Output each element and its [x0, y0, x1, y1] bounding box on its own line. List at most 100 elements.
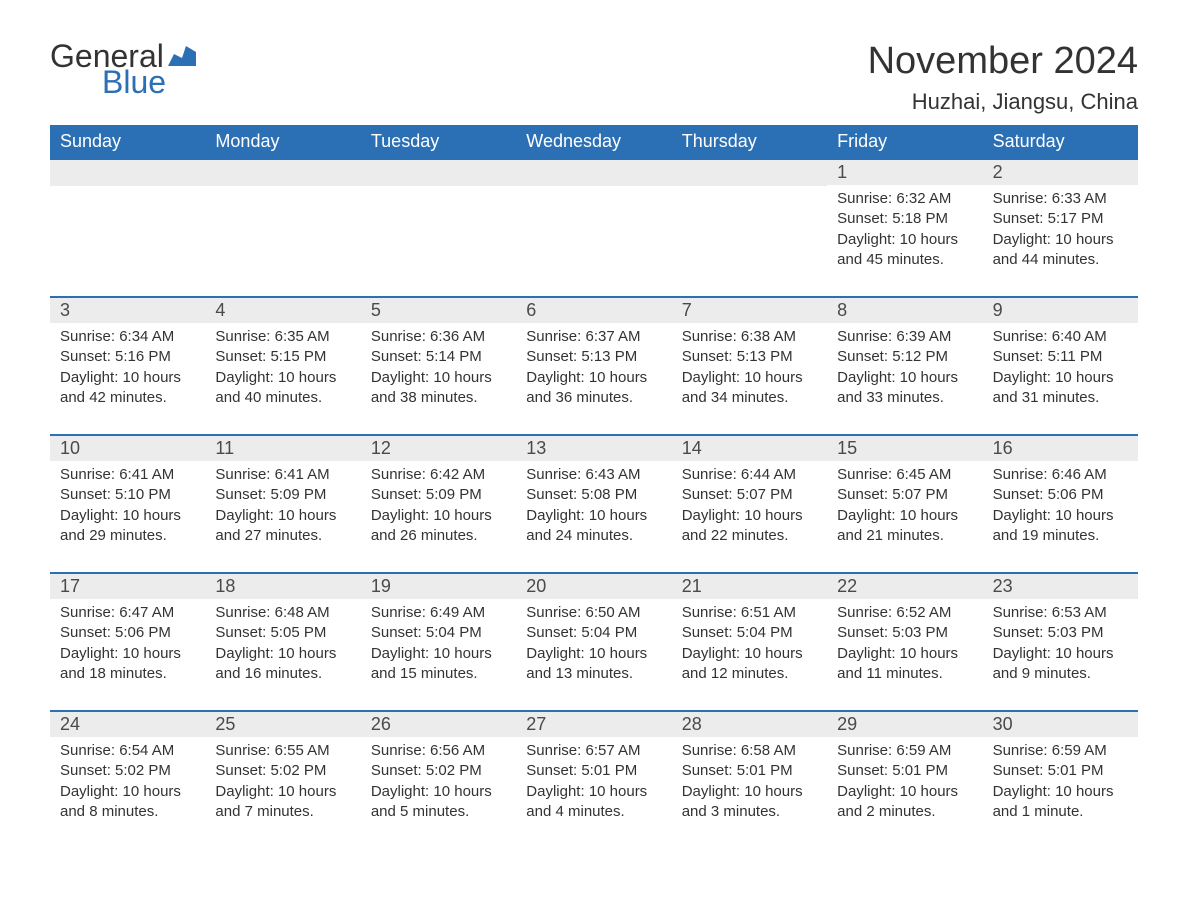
day-number: 24 — [50, 712, 205, 737]
calendar-cell: 10Sunrise: 6:41 AMSunset: 5:10 PMDayligh… — [50, 436, 205, 554]
calendar-cell: 8Sunrise: 6:39 AMSunset: 5:12 PMDaylight… — [827, 298, 982, 416]
calendar-cell: 29Sunrise: 6:59 AMSunset: 5:01 PMDayligh… — [827, 712, 982, 830]
sunrise-line: Sunrise: 6:42 AM — [371, 465, 506, 485]
daylight-line: Daylight: 10 hours and 34 minutes. — [682, 368, 817, 409]
calendar-cell — [50, 160, 205, 278]
calendar-cell: 14Sunrise: 6:44 AMSunset: 5:07 PMDayligh… — [672, 436, 827, 554]
calendar-cell: 13Sunrise: 6:43 AMSunset: 5:08 PMDayligh… — [516, 436, 671, 554]
calendar-cell — [361, 160, 516, 278]
day-number: 23 — [983, 574, 1138, 599]
day-number: 9 — [983, 298, 1138, 323]
sunrise-line: Sunrise: 6:57 AM — [526, 741, 661, 761]
sunrise-line: Sunrise: 6:45 AM — [837, 465, 972, 485]
sunset-line: Sunset: 5:01 PM — [682, 761, 817, 781]
day-details: Sunrise: 6:49 AMSunset: 5:04 PMDaylight:… — [361, 599, 516, 688]
flag-icon — [168, 46, 196, 66]
month-title: November 2024 — [868, 40, 1138, 83]
calendar-cell: 6Sunrise: 6:37 AMSunset: 5:13 PMDaylight… — [516, 298, 671, 416]
day-details: Sunrise: 6:39 AMSunset: 5:12 PMDaylight:… — [827, 323, 982, 412]
sunrise-line: Sunrise: 6:47 AM — [60, 603, 195, 623]
sunset-line: Sunset: 5:06 PM — [60, 623, 195, 643]
day-number: 30 — [983, 712, 1138, 737]
calendar-cell: 30Sunrise: 6:59 AMSunset: 5:01 PMDayligh… — [983, 712, 1138, 830]
day-details: Sunrise: 6:59 AMSunset: 5:01 PMDaylight:… — [827, 737, 982, 826]
sunrise-line: Sunrise: 6:59 AM — [993, 741, 1128, 761]
day-number: 21 — [672, 574, 827, 599]
sunrise-line: Sunrise: 6:51 AM — [682, 603, 817, 623]
day-details: Sunrise: 6:58 AMSunset: 5:01 PMDaylight:… — [672, 737, 827, 826]
calendar-week: 3Sunrise: 6:34 AMSunset: 5:16 PMDaylight… — [50, 296, 1138, 416]
day-details: Sunrise: 6:41 AMSunset: 5:10 PMDaylight:… — [50, 461, 205, 550]
day-details: Sunrise: 6:56 AMSunset: 5:02 PMDaylight:… — [361, 737, 516, 826]
sunrise-line: Sunrise: 6:35 AM — [215, 327, 350, 347]
day-details: Sunrise: 6:59 AMSunset: 5:01 PMDaylight:… — [983, 737, 1138, 826]
sunset-line: Sunset: 5:14 PM — [371, 347, 506, 367]
day-number: 2 — [983, 160, 1138, 185]
daylight-line: Daylight: 10 hours and 40 minutes. — [215, 368, 350, 409]
calendar-cell — [672, 160, 827, 278]
calendar-cell — [205, 160, 360, 278]
day-details: Sunrise: 6:38 AMSunset: 5:13 PMDaylight:… — [672, 323, 827, 412]
calendar-cell: 15Sunrise: 6:45 AMSunset: 5:07 PMDayligh… — [827, 436, 982, 554]
daylight-line: Daylight: 10 hours and 31 minutes. — [993, 368, 1128, 409]
calendar-week: 24Sunrise: 6:54 AMSunset: 5:02 PMDayligh… — [50, 710, 1138, 830]
calendar-cell: 2Sunrise: 6:33 AMSunset: 5:17 PMDaylight… — [983, 160, 1138, 278]
sunrise-line: Sunrise: 6:52 AM — [837, 603, 972, 623]
weekday-header-row: SundayMondayTuesdayWednesdayThursdayFrid… — [50, 125, 1138, 158]
day-number: 27 — [516, 712, 671, 737]
sunset-line: Sunset: 5:17 PM — [993, 209, 1128, 229]
day-number: 16 — [983, 436, 1138, 461]
calendar-week: 1Sunrise: 6:32 AMSunset: 5:18 PMDaylight… — [50, 158, 1138, 278]
sunrise-line: Sunrise: 6:39 AM — [837, 327, 972, 347]
calendar-cell: 20Sunrise: 6:50 AMSunset: 5:04 PMDayligh… — [516, 574, 671, 692]
calendar-cell: 9Sunrise: 6:40 AMSunset: 5:11 PMDaylight… — [983, 298, 1138, 416]
day-number: 5 — [361, 298, 516, 323]
daylight-line: Daylight: 10 hours and 36 minutes. — [526, 368, 661, 409]
calendar-cell: 27Sunrise: 6:57 AMSunset: 5:01 PMDayligh… — [516, 712, 671, 830]
sunrise-line: Sunrise: 6:36 AM — [371, 327, 506, 347]
sunset-line: Sunset: 5:01 PM — [526, 761, 661, 781]
sunset-line: Sunset: 5:04 PM — [371, 623, 506, 643]
daylight-line: Daylight: 10 hours and 7 minutes. — [215, 782, 350, 823]
sunset-line: Sunset: 5:04 PM — [526, 623, 661, 643]
sunrise-line: Sunrise: 6:54 AM — [60, 741, 195, 761]
calendar-week: 10Sunrise: 6:41 AMSunset: 5:10 PMDayligh… — [50, 434, 1138, 554]
day-details: Sunrise: 6:40 AMSunset: 5:11 PMDaylight:… — [983, 323, 1138, 412]
daylight-line: Daylight: 10 hours and 44 minutes. — [993, 230, 1128, 271]
day-number: 28 — [672, 712, 827, 737]
calendar-cell: 17Sunrise: 6:47 AMSunset: 5:06 PMDayligh… — [50, 574, 205, 692]
sunrise-line: Sunrise: 6:40 AM — [993, 327, 1128, 347]
day-details: Sunrise: 6:50 AMSunset: 5:04 PMDaylight:… — [516, 599, 671, 688]
calendar-cell: 4Sunrise: 6:35 AMSunset: 5:15 PMDaylight… — [205, 298, 360, 416]
daylight-line: Daylight: 10 hours and 27 minutes. — [215, 506, 350, 547]
sunrise-line: Sunrise: 6:55 AM — [215, 741, 350, 761]
sunset-line: Sunset: 5:16 PM — [60, 347, 195, 367]
calendar-cell: 24Sunrise: 6:54 AMSunset: 5:02 PMDayligh… — [50, 712, 205, 830]
daylight-line: Daylight: 10 hours and 5 minutes. — [371, 782, 506, 823]
day-number: 3 — [50, 298, 205, 323]
day-number: 29 — [827, 712, 982, 737]
daylight-line: Daylight: 10 hours and 45 minutes. — [837, 230, 972, 271]
daylight-line: Daylight: 10 hours and 2 minutes. — [837, 782, 972, 823]
day-number: 10 — [50, 436, 205, 461]
sunrise-line: Sunrise: 6:58 AM — [682, 741, 817, 761]
day-number: 8 — [827, 298, 982, 323]
day-number: 11 — [205, 436, 360, 461]
calendar: SundayMondayTuesdayWednesdayThursdayFrid… — [50, 125, 1138, 830]
calendar-cell: 22Sunrise: 6:52 AMSunset: 5:03 PMDayligh… — [827, 574, 982, 692]
sunset-line: Sunset: 5:02 PM — [371, 761, 506, 781]
day-details: Sunrise: 6:48 AMSunset: 5:05 PMDaylight:… — [205, 599, 360, 688]
day-number: 13 — [516, 436, 671, 461]
day-details: Sunrise: 6:33 AMSunset: 5:17 PMDaylight:… — [983, 185, 1138, 274]
sunrise-line: Sunrise: 6:46 AM — [993, 465, 1128, 485]
sunset-line: Sunset: 5:11 PM — [993, 347, 1128, 367]
sunrise-line: Sunrise: 6:41 AM — [215, 465, 350, 485]
sunset-line: Sunset: 5:02 PM — [215, 761, 350, 781]
sunrise-line: Sunrise: 6:59 AM — [837, 741, 972, 761]
sunset-line: Sunset: 5:07 PM — [837, 485, 972, 505]
day-details: Sunrise: 6:55 AMSunset: 5:02 PMDaylight:… — [205, 737, 360, 826]
weekday-header: Sunday — [50, 125, 205, 158]
daylight-line: Daylight: 10 hours and 12 minutes. — [682, 644, 817, 685]
sunrise-line: Sunrise: 6:32 AM — [837, 189, 972, 209]
title-block: November 2024 Huzhai, Jiangsu, China — [868, 40, 1138, 115]
